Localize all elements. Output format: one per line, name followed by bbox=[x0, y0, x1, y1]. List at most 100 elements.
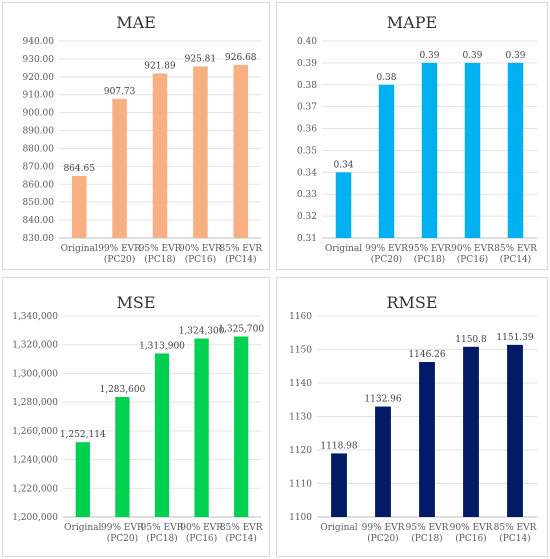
mae-chart-svg: 830.00 840.00 850.00 860.00 870.00 880.00 890.… bbox=[23, 37, 263, 265]
data-label: 0.39 bbox=[462, 51, 482, 61]
y-tick-label: 0.39 bbox=[297, 59, 317, 69]
x-tick-label: Original bbox=[320, 523, 357, 533]
bar bbox=[194, 338, 209, 517]
y-tick-label: 920.00 bbox=[23, 73, 55, 83]
data-label: 0.38 bbox=[376, 73, 396, 83]
x-tick-label-line: 95% EVR bbox=[139, 244, 182, 254]
data-label: 1,313,900 bbox=[139, 341, 185, 351]
x-tick-label-line: (PC18) bbox=[411, 533, 442, 544]
x-tick-label-line: 99% EVR bbox=[362, 523, 405, 533]
x-tick-label-line: 85% EVR bbox=[494, 244, 537, 254]
bar bbox=[419, 362, 435, 517]
data-label: 1150.8 bbox=[455, 335, 487, 345]
y-tick-label: 1,260,000 bbox=[12, 427, 58, 437]
x-tick-label-line: (PC16) bbox=[186, 533, 217, 544]
y-tick-label: 0.38 bbox=[297, 81, 317, 91]
x-tick-label-line: 99% EVR bbox=[365, 244, 408, 254]
y-tick-label: 0.31 bbox=[297, 234, 317, 244]
y-tick-label: 900.00 bbox=[23, 109, 55, 119]
bar bbox=[71, 175, 87, 238]
data-label: 907.73 bbox=[104, 87, 136, 97]
data-label: 864.65 bbox=[63, 164, 95, 174]
x-tick-label: Original bbox=[64, 523, 101, 533]
x-tick-label-line: (PC20) bbox=[367, 533, 398, 544]
y-tick-label: 0.37 bbox=[297, 103, 317, 113]
bar bbox=[378, 84, 395, 239]
data-label: 1,252,114 bbox=[60, 430, 106, 440]
x-tick-label: 90% EVR (PC16) bbox=[450, 523, 493, 544]
x-tick-label-line: 99% EVR bbox=[101, 523, 144, 533]
x-tick-label-line: 85% EVR bbox=[219, 244, 262, 254]
y-tick-label: 1100 bbox=[289, 513, 312, 523]
mae-chart-panel: MAE 830.00 840.00 850.00 860.00 870.00 880.00… bbox=[2, 2, 270, 270]
y-tick-label: 0.33 bbox=[297, 190, 317, 200]
x-tick-label-line: (PC20) bbox=[371, 254, 402, 265]
x-tick-label: 85% EVR (PC14) bbox=[219, 244, 262, 265]
data-label: 1,324,300 bbox=[179, 327, 225, 337]
x-tick-label-line: (PC14) bbox=[225, 533, 256, 544]
x-tick-label: 85% EVR (PC14) bbox=[494, 523, 537, 544]
x-tick-label: 90% EVR (PC16) bbox=[451, 244, 494, 265]
y-tick-label: 1120 bbox=[289, 446, 312, 456]
x-tick-label-line: 85% EVR bbox=[494, 523, 537, 533]
y-tick-label: 940.00 bbox=[23, 37, 55, 47]
rmse-chart-svg: 1100 1110 1120 1130 1140 1150 1160 1118.98 Origi… bbox=[289, 312, 537, 544]
chart-title: MAE bbox=[116, 13, 156, 32]
mse-chart-panel: MSE 1,200,000 1,220,000 1,240,000 1,260,000… bbox=[2, 277, 270, 557]
data-label: 925.81 bbox=[185, 54, 217, 64]
data-label: 0.39 bbox=[505, 51, 525, 61]
y-tick-label: 0.32 bbox=[297, 212, 317, 222]
bar bbox=[464, 62, 481, 239]
y-tick-label: 840.00 bbox=[23, 216, 55, 226]
data-label: 1132.96 bbox=[364, 395, 401, 405]
y-tick-label: 0.36 bbox=[297, 125, 317, 135]
y-tick-label: 860.00 bbox=[23, 180, 55, 190]
bar bbox=[421, 62, 438, 239]
data-label: 926.68 bbox=[225, 53, 257, 63]
y-tick-label: 1,340,000 bbox=[12, 312, 58, 322]
y-tick-label: 1,320,000 bbox=[12, 341, 58, 351]
y-tick-label: 1,200,000 bbox=[12, 513, 58, 523]
x-tick-label: 99% EVR (PC20) bbox=[362, 523, 405, 544]
data-label: 1,283,600 bbox=[99, 385, 145, 395]
x-tick-label-line: (PC18) bbox=[144, 254, 175, 265]
x-tick-label: Original bbox=[61, 244, 98, 254]
bar bbox=[507, 344, 523, 517]
x-tick-label-line: 95% EVR bbox=[406, 523, 449, 533]
x-tick-label-line: 90% EVR bbox=[179, 244, 222, 254]
x-tick-label-line: (PC20) bbox=[107, 533, 138, 544]
bar bbox=[193, 66, 208, 238]
y-tick-label: 0.34 bbox=[297, 168, 317, 178]
mape-chart-panel: MAPE 0.31 0.32 0.33 0.34 0.35 0.36 0.37 0.38 0.3… bbox=[276, 2, 548, 270]
data-label: 0.34 bbox=[333, 160, 353, 170]
chart-title: MAPE bbox=[386, 13, 438, 32]
data-label: 1151.39 bbox=[496, 333, 533, 343]
mse-chart-svg: 1,200,000 1,220,000 1,240,000 1,260,000 1,28… bbox=[12, 312, 264, 544]
x-tick-label: 99% EVR (PC20) bbox=[101, 523, 144, 544]
x-tick-label-line: (PC14) bbox=[225, 254, 256, 265]
data-label: 0.39 bbox=[419, 51, 439, 61]
x-tick-label-line: (PC16) bbox=[457, 254, 488, 265]
y-tick-label: 1,220,000 bbox=[12, 484, 58, 494]
bar bbox=[233, 64, 249, 238]
x-tick-label-line: (PC14) bbox=[499, 533, 530, 544]
x-tick-label: 99% EVR (PC20) bbox=[98, 244, 141, 265]
y-tick-label: 0.35 bbox=[297, 146, 317, 156]
x-tick-label-line: (PC16) bbox=[185, 254, 216, 265]
bar bbox=[152, 73, 168, 238]
x-tick-label: 95% EVR (PC18) bbox=[406, 523, 449, 544]
data-label: 1118.98 bbox=[320, 441, 357, 451]
bar bbox=[115, 396, 130, 517]
y-tick-label: 1150 bbox=[289, 346, 312, 356]
chart-title: RMSE bbox=[386, 293, 438, 312]
chart-title: MSE bbox=[116, 293, 156, 312]
x-tick-label-line: 95% EVR bbox=[141, 523, 184, 533]
x-tick-label-line: 99% EVR bbox=[98, 244, 141, 254]
y-tick-label: 850.00 bbox=[23, 198, 55, 208]
x-tick-label-line: (PC18) bbox=[414, 254, 445, 265]
x-tick-label-line: 90% EVR bbox=[451, 244, 494, 254]
bar bbox=[507, 62, 524, 239]
rmse-chart-panel: RMSE 1100 1110 1120 1130 1140 1150 1160 1118.98… bbox=[276, 277, 548, 557]
x-tick-label: 95% EVR (PC18) bbox=[139, 244, 182, 265]
y-tick-label: 1160 bbox=[289, 312, 312, 322]
